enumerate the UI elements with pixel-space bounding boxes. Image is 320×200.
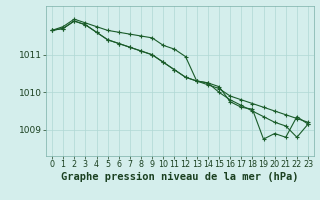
X-axis label: Graphe pression niveau de la mer (hPa): Graphe pression niveau de la mer (hPa) [61,172,299,182]
